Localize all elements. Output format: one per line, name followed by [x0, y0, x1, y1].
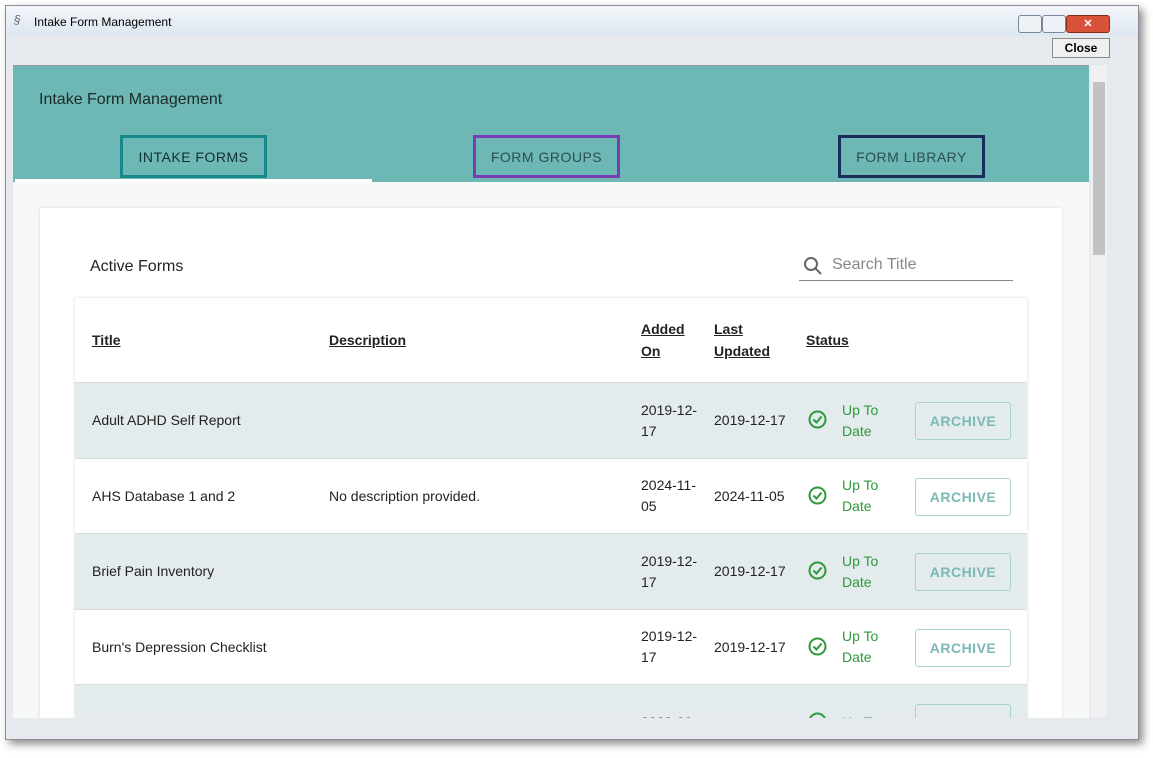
minimize-button[interactable] [1018, 15, 1042, 33]
table-row: Adult ADHD Self Report 2019-12- 17 2019-12-… [75, 382, 1027, 458]
status-text: Up To [842, 685, 886, 718]
status-icon [808, 561, 827, 580]
archive-button[interactable]: ARCHIVE [915, 553, 1011, 591]
table-row: AHS Database 1 and 2 No description provi… [75, 457, 1027, 534]
form-title: Brief Pain Inventory [92, 563, 215, 579]
status-icon [808, 637, 827, 655]
status-text: Up To Date [842, 477, 879, 514]
column-header[interactable]: Added On [641, 321, 685, 359]
window-title: Intake Form Management [34, 15, 172, 29]
added-on: 2024-11- 05 [641, 459, 707, 534]
form-title: Adult ADHD Self Report [92, 412, 241, 428]
maximize-button[interactable] [1042, 15, 1066, 33]
window-close-icon[interactable]: ✕ [1066, 15, 1110, 33]
last-updated: 2024-11-05 [714, 487, 785, 504]
archive-button[interactable]: ARCHIVE [915, 704, 1011, 718]
header-title: Intake Form Management [39, 91, 223, 108]
last-updated: 2019-12-17 [714, 638, 786, 655]
card: Active Forms Search Title Title Descripti… [40, 208, 1062, 718]
added-on: 2019-12- 17 [641, 534, 707, 609]
status-icon [808, 410, 827, 429]
column-header[interactable]: Status [806, 332, 849, 348]
title-bar: § Intake Form Management ✕ [6, 6, 1138, 36]
added-on-text: 2019-12- 17 [641, 628, 698, 665]
header: Intake Form Management INTAKE FORMS FORM… [13, 66, 1089, 182]
added-on-text: 2024-11- 05 [641, 477, 697, 514]
app-icon: § [14, 13, 21, 27]
search-icon [804, 257, 822, 275]
table: Title Description Added On Last Updated Stat… [75, 298, 1027, 718]
tab-indicator [15, 179, 372, 182]
column-header[interactable]: Description [329, 332, 407, 348]
last-updated: 2019-12-17 [714, 412, 786, 428]
scrollbar[interactable] [1091, 65, 1107, 717]
search-field[interactable]: Search Title [799, 250, 1013, 281]
last-updated: 2019-12-17 [714, 563, 786, 579]
added-on-text: 2019-12- 17 [641, 552, 698, 590]
archive-button[interactable]: ARCHIVE [915, 402, 1011, 440]
form-title: Burn's Depression Checklist [92, 638, 267, 655]
added-on-text: 2022-09- [641, 712, 697, 718]
tab[interactable]: FORM LIBRARY [838, 135, 985, 178]
status-icon [808, 486, 827, 504]
added-on-text: 2019-12- 17 [641, 401, 698, 439]
tab[interactable]: INTAKE FORMS [120, 135, 267, 178]
scrollbar-thumb[interactable] [1093, 82, 1105, 255]
added-on: 2019-12- 17 [641, 610, 707, 685]
table-row: Brief Pain Inventory 2019-12- 17 2019-12-17… [75, 533, 1027, 609]
form-title: AHS Database 1 and 2 [92, 487, 236, 504]
status-icon [808, 712, 826, 718]
search-placeholder: Search Title [832, 256, 917, 273]
added-on: 2019-12- 17 [641, 383, 707, 458]
status-text: Up To Date [842, 401, 879, 439]
form-description: No description provided. [329, 487, 480, 504]
status-text: Up To Date [842, 552, 879, 590]
close-button[interactable]: Close [1052, 38, 1110, 58]
table-row: 2022-09- Up To ARCHIVE [75, 684, 1027, 718]
card-title: Active Forms [90, 258, 184, 275]
archive-button[interactable]: ARCHIVE [915, 477, 1011, 516]
archive-button[interactable]: ARCHIVE [915, 628, 1011, 667]
added-on: 2022-09- [641, 685, 707, 718]
content: Intake Form Management INTAKE FORMS FORM… [13, 65, 1089, 718]
status-text: Up To Date [842, 628, 879, 665]
window: § Intake Form Management ✕ Close Intake … [5, 5, 1139, 740]
table-row: Burn's Depression Checklist 2019-12- 17 201… [75, 608, 1027, 685]
column-header[interactable]: Title [92, 332, 121, 348]
column-header[interactable]: Last Updated [714, 321, 770, 359]
tab[interactable]: FORM GROUPS [473, 135, 620, 178]
